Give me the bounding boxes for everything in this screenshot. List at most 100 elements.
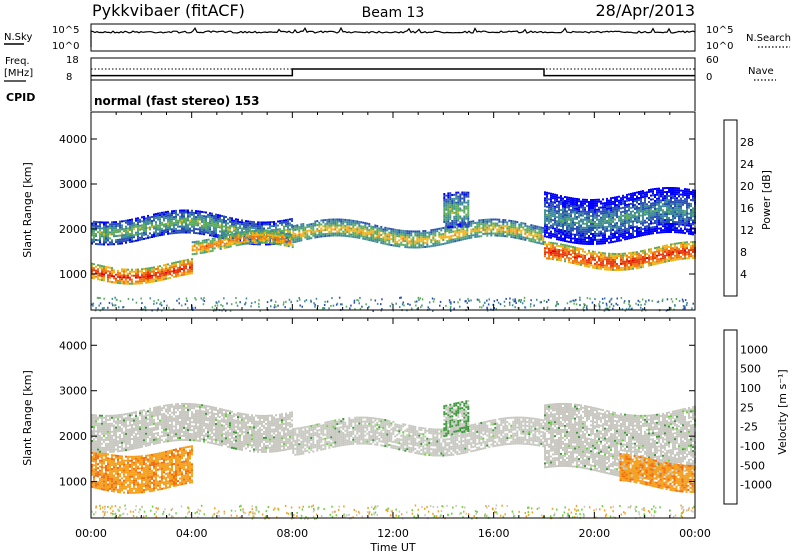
data-band [292,417,544,457]
noise-cell [464,507,466,509]
noise-cell [143,516,145,518]
noise-cell [113,513,115,515]
power-ylabel: Slant Range [km] [21,162,34,258]
noise-cell [369,511,371,513]
noise-cell [541,514,543,516]
velocity-colorbar-label: Velocity [m s⁻¹] [776,369,789,454]
noise-cell [617,298,619,300]
noise-cell [451,513,453,515]
noise-cell [201,505,203,507]
noise-cell [277,305,279,307]
noise-cell [354,300,356,302]
noise-cell [164,508,166,510]
noise-cell [424,508,426,510]
noise-cell [624,512,626,514]
noise-cell [195,299,197,301]
noise-cell [592,302,594,304]
noise-cell [112,510,114,512]
noise-cell [274,306,276,308]
noise-cell [589,298,591,300]
colorbar-tick-label: -500 [740,459,765,472]
noise-cell [358,300,360,302]
noise-cell [509,302,511,304]
noise-cell [102,511,104,513]
colorbar-tick-label: 25 [740,401,754,414]
noise-cell [355,510,357,512]
noise-cell [284,306,286,308]
noise-cell [156,516,158,518]
noise-cell [314,306,316,308]
noise-cell [96,506,98,508]
noise-cell [439,305,441,307]
noise-cell [373,512,375,514]
noise-cell [643,509,645,511]
noise-cell [172,508,174,510]
noise-cell [450,301,452,303]
y-tick-label: 4000 [59,133,87,146]
noise-cell [102,507,104,509]
noise-cell [467,298,469,300]
noise-cell [671,298,673,300]
noise-cell [110,507,112,509]
noise-cell [476,511,478,513]
noise-cell [212,515,214,517]
noise-cell [655,507,657,509]
noise-cell [643,507,645,509]
noise-cell [299,299,301,301]
noise-cell [181,505,183,507]
noise-cell [613,506,615,508]
colorbar-tick-label: -1000 [740,479,772,492]
noise-cell [693,506,695,508]
noise-cell [593,510,595,512]
noise-cell [153,300,155,302]
noise-cell [313,516,315,518]
noise-cell [223,297,225,299]
noise-cell [531,507,533,509]
noise-cell [116,299,118,301]
noise-cell [380,303,382,305]
noise-cell [153,303,155,305]
noise-cell [109,302,111,304]
noise-cell [395,303,397,305]
noise-cell [169,514,171,516]
noise-cell [692,507,694,509]
noise-cell [639,301,641,303]
noise-cell [141,302,143,304]
noise-cell [348,514,350,516]
noise-cell [256,509,258,511]
noise-cell [595,305,597,307]
noise-cell [598,303,600,305]
nsearch-label: N.Search [746,33,791,44]
noise-cell [583,306,585,308]
cpid-label: CPID [6,91,35,104]
noise-cell [497,513,499,515]
noise-cell [371,514,373,516]
beam-label: Beam 13 [362,5,425,21]
noise-cell [518,511,520,513]
noise-cell [512,304,514,306]
noise-cell [299,305,301,307]
noise-cell [324,304,326,306]
noise-cell [346,306,348,308]
noise-cell [418,297,420,299]
noise-cell [669,510,671,512]
noise-cell [91,511,93,513]
noise-cell [612,510,614,512]
noise-cell [162,513,164,515]
noise-cell [635,510,637,512]
colorbar-tick-label: -100 [740,440,765,453]
noise-cell [296,515,298,517]
noise-cell [239,301,241,303]
noise-cell [515,302,517,304]
noise-cell [115,505,117,507]
noise-cell [528,511,530,513]
y-tick-label: 2000 [59,223,87,236]
noise-cell [599,305,601,307]
noise-cell [432,298,434,300]
noise-cell [422,298,424,300]
noise-cell [477,299,479,301]
noise-cell [115,513,117,515]
noise-cell [421,506,423,508]
velocity-data-layer [91,400,696,520]
